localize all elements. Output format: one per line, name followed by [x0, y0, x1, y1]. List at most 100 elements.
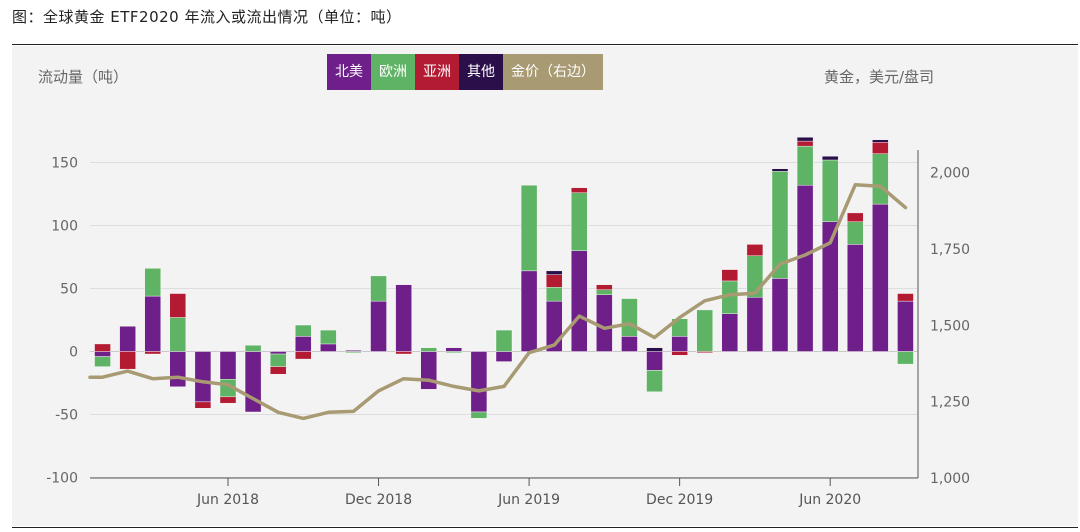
bar-segment-asia — [545, 274, 563, 288]
bar-segment-north-america — [872, 203, 889, 352]
bar-segment-europe — [621, 298, 638, 337]
bottom-rule — [12, 527, 1078, 528]
y-tick-label: -50 — [55, 408, 78, 424]
y2-tick-label: 1,250 — [930, 395, 970, 411]
bar-segment-north-america — [671, 336, 688, 352]
legend-item-europe: 欧洲 — [371, 54, 415, 90]
bar-segment-north-america — [847, 244, 864, 352]
bar-segment-europe — [295, 324, 312, 337]
y-tick-label: 0 — [69, 345, 78, 361]
x-tick-label: Jun 2020 — [798, 492, 861, 508]
bar-segment-north-america — [445, 347, 463, 352]
bar-segment-asia — [119, 351, 136, 370]
bar-segment-asia — [671, 351, 688, 356]
bar-segment-asia — [897, 293, 914, 302]
bar-segment-asia — [872, 142, 889, 154]
bar-segment-north-america — [194, 351, 212, 403]
bar-segment-north-america — [94, 351, 111, 357]
y-tick-label: 50 — [60, 282, 78, 298]
y2-tick-label: 1,500 — [930, 318, 970, 334]
bar-segment-other — [821, 155, 839, 161]
legend-item-asia: 亚洲 — [415, 54, 459, 90]
bar-segment-europe — [545, 287, 563, 302]
y2-tick-label: 1,000 — [930, 471, 970, 487]
x-tick-label: Jun 2018 — [196, 492, 259, 508]
bar-segment-north-america — [219, 351, 237, 380]
bar-segment-north-america — [295, 336, 312, 352]
bar-segment-north-america — [596, 294, 613, 352]
bar-segment-europe — [646, 370, 663, 393]
bar-segment-asia — [746, 244, 764, 256]
bar-segment-europe — [244, 345, 262, 352]
bar-segment-europe — [495, 329, 513, 352]
bar-segment-north-america — [771, 278, 789, 352]
bar-segment-asia — [144, 351, 161, 355]
bar-segment-europe — [370, 275, 387, 302]
bar-segment-europe — [696, 309, 713, 352]
x-tick-label: Jun 2019 — [497, 492, 560, 508]
bar-segment-europe — [571, 192, 588, 251]
bar-segment-north-america — [269, 351, 287, 355]
bar-segment-europe — [169, 317, 187, 352]
bar-segment-europe — [821, 159, 839, 222]
bar-segment-north-america — [746, 297, 764, 352]
bar-segment-north-america — [897, 300, 914, 352]
bar-segment-north-america — [169, 351, 187, 387]
bar-segment-north-america — [520, 270, 538, 352]
bar-segment-europe — [897, 351, 914, 365]
y-tick-label: -100 — [46, 471, 78, 487]
bar-segment-other — [545, 270, 563, 275]
bar-segment-asia — [269, 366, 287, 375]
bar-segment-other — [872, 139, 889, 143]
bar-segment-north-america — [320, 343, 337, 352]
bar-segment-asia — [395, 351, 412, 355]
bar-segment-asia — [169, 293, 187, 318]
gold-price-line — [88, 182, 908, 421]
left-axis-label: 流动量（吨） — [38, 68, 129, 86]
bar-segment-north-america — [495, 351, 513, 362]
chart-panel — [12, 46, 1078, 526]
bar-segment-other — [771, 168, 789, 172]
x-tick-label: Dec 2019 — [646, 492, 713, 508]
bar-segment-north-america — [395, 284, 412, 352]
bar-segment-asia — [571, 187, 588, 193]
bar-segment-asia — [796, 140, 814, 147]
bar-segment-asia — [596, 284, 613, 290]
top-rule — [12, 44, 1078, 45]
bar-segment-europe — [796, 145, 814, 186]
bar-segment-europe — [847, 221, 864, 245]
bar-segment-europe — [144, 268, 161, 297]
legend-item-gold-price: 金价（右边） — [503, 54, 603, 90]
bar-segment-europe — [445, 351, 463, 353]
bar-segment-europe — [596, 289, 613, 296]
x-tick-label: Dec 2018 — [345, 492, 412, 508]
legend-item-other: 其他 — [459, 54, 503, 90]
bar-segment-asia — [847, 212, 864, 222]
bar-segment-asia — [194, 401, 212, 409]
bar-segment-asia — [295, 351, 312, 360]
bar-segment-north-america — [119, 326, 136, 352]
bar-segment-north-america — [370, 300, 387, 352]
bar-segment-north-america — [721, 313, 739, 352]
figure-title: 图：全球黄金 ETF2020 年流入或流出情况（单位：吨） — [12, 8, 402, 26]
bar-segment-north-america — [646, 351, 663, 371]
bar-segment-north-america — [796, 184, 814, 352]
bar-segment-asia — [696, 351, 713, 353]
bar-segment-asia — [219, 396, 237, 404]
bar-segment-europe — [520, 184, 538, 272]
right-axis-label: 黄金，美元/盘司 — [824, 68, 935, 86]
bar-segment-asia — [721, 269, 739, 282]
bar-segment-other — [646, 347, 663, 352]
bar-segment-europe — [269, 353, 287, 367]
bar-segment-europe — [94, 356, 111, 367]
y2-tick-label: 2,000 — [930, 166, 970, 182]
bar-segment-europe — [320, 329, 337, 345]
chart-legend: 北美 欧洲 亚洲 其他 金价（右边） — [327, 54, 603, 90]
bar-segment-europe — [345, 351, 362, 353]
bar-segment-north-america — [571, 250, 588, 352]
bar-segment-north-america — [621, 336, 638, 352]
y2-tick-label: 1,750 — [930, 242, 970, 258]
bar-segment-other — [796, 137, 814, 142]
y-tick-label: 150 — [51, 156, 78, 172]
